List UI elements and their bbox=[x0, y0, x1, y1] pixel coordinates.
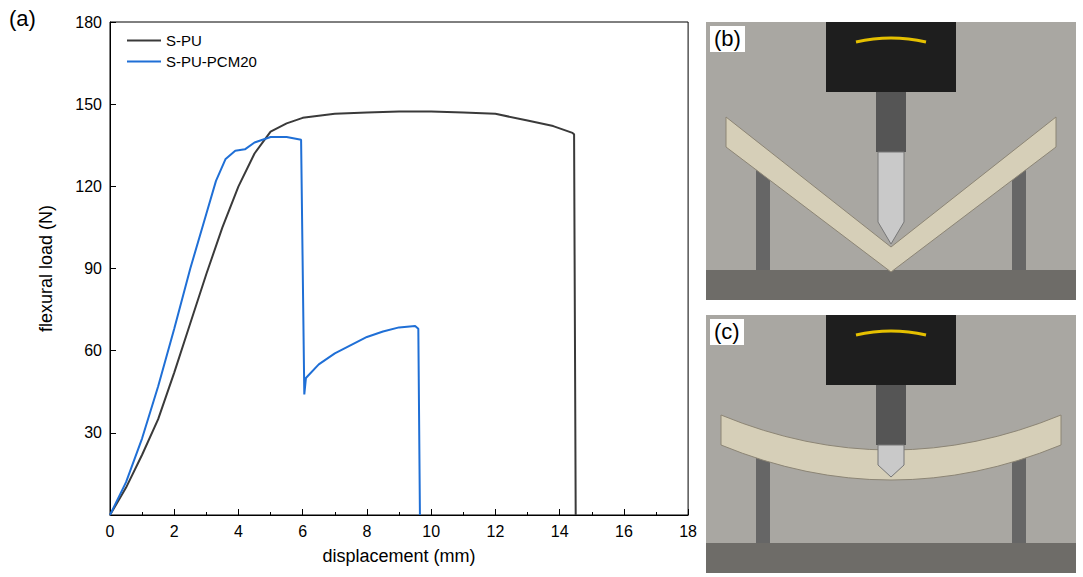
svg-text:S-PU-PCM20: S-PU-PCM20 bbox=[166, 53, 257, 70]
svg-text:120: 120 bbox=[75, 178, 102, 195]
svg-text:60: 60 bbox=[84, 342, 102, 359]
svg-text:2: 2 bbox=[170, 523, 179, 540]
svg-text:displacement (mm): displacement (mm) bbox=[323, 546, 476, 566]
svg-text:8: 8 bbox=[362, 523, 371, 540]
svg-text:flexural load (N): flexural load (N) bbox=[36, 205, 56, 332]
svg-text:150: 150 bbox=[75, 96, 102, 113]
svg-text:12: 12 bbox=[487, 523, 505, 540]
svg-text:180: 180 bbox=[75, 14, 102, 31]
svg-text:S-PU: S-PU bbox=[166, 32, 202, 49]
html-text:(c): (c) bbox=[714, 319, 740, 344]
svg-text:10: 10 bbox=[422, 523, 440, 540]
svg-text:18: 18 bbox=[679, 523, 697, 540]
svg-text:90: 90 bbox=[84, 260, 102, 277]
svg-text:6: 6 bbox=[298, 523, 307, 540]
svg-text:14: 14 bbox=[551, 523, 569, 540]
svg-text:(a): (a) bbox=[9, 6, 36, 31]
svg-text:4: 4 bbox=[234, 523, 243, 540]
html-text:(b): (b) bbox=[714, 26, 741, 51]
svg-text:0: 0 bbox=[106, 523, 115, 540]
svg-text:30: 30 bbox=[84, 424, 102, 441]
svg-text:16: 16 bbox=[615, 523, 633, 540]
